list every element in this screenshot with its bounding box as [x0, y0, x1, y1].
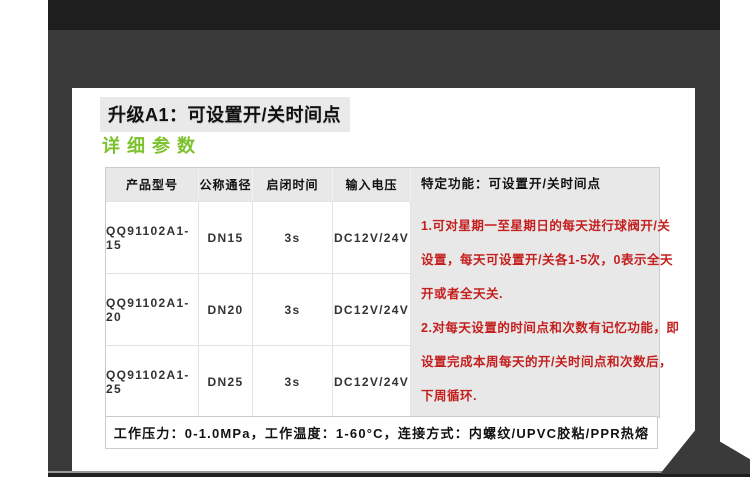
feature-line: 1.可对星期一至星期日的每天进行球阀开/关 — [421, 219, 671, 233]
feature-line: 开或者全天关. — [421, 287, 503, 301]
column-header-input-voltage: 输入电压 — [333, 168, 411, 201]
table-cell-voltage: DC12V/24V — [333, 273, 411, 345]
spec-table: 产品型号 公称通径 启闭时间 输入电压 特定功能：可设置开/关时间点 1.可对星… — [105, 167, 680, 418]
table-cell-time: 3s — [253, 201, 333, 273]
column-header-open-close-time: 启闭时间 — [253, 168, 333, 201]
table-cell-model: QQ91102A1-20 — [106, 273, 199, 345]
table-cell-model: QQ91102A1-25 — [106, 345, 199, 417]
table-cell-voltage: DC12V/24V — [333, 201, 411, 273]
column-header-model: 产品型号 — [106, 168, 199, 201]
feature-description: 1.可对星期一至星期日的每天进行球阀开/关 设置，每天可设置开/关各1-5次，0… — [421, 201, 680, 413]
top-dark-band — [48, 0, 720, 30]
page-title: 升级A1：可设置开/关时间点 — [100, 97, 351, 132]
content-card: 升级A1：可设置开/关时间点 详细参数 产品型号 公称通径 启闭时间 输入电压 … — [72, 88, 695, 471]
table-cell-diameter: DN15 — [199, 201, 253, 273]
table-cell-model: QQ91102A1-15 — [106, 201, 199, 273]
table-cell-diameter: DN25 — [199, 345, 253, 417]
feature-line: 设置，每天可设置开/关各1-5次，0表示全天 — [421, 253, 673, 267]
bottom-dark-band — [48, 471, 750, 477]
table-cell-time: 3s — [253, 345, 333, 417]
table-cell-time: 3s — [253, 273, 333, 345]
table-cell-diameter: DN20 — [199, 273, 253, 345]
column-header-diameter: 公称通径 — [199, 168, 253, 201]
feature-panel: 特定功能：可设置开/关时间点 1.可对星期一至星期日的每天进行球阀开/关 设置，… — [411, 168, 680, 417]
feature-line: 2.对每天设置的时间点和次数有记忆功能，即 — [421, 321, 680, 335]
table-cell-voltage: DC12V/24V — [333, 345, 411, 417]
feature-line: 设置完成本周每天的开/关时间点和次数后， — [421, 355, 672, 369]
feature-line: 下周循环. — [421, 389, 477, 403]
working-conditions-bar: 工作压力：0-1.0MPa，工作温度：1-60°C，连接方式：内螺纹/UPVC胶… — [105, 416, 658, 449]
feature-panel-header: 特定功能：可设置开/关时间点 — [421, 177, 601, 191]
section-subtitle: 详细参数 — [102, 136, 202, 156]
